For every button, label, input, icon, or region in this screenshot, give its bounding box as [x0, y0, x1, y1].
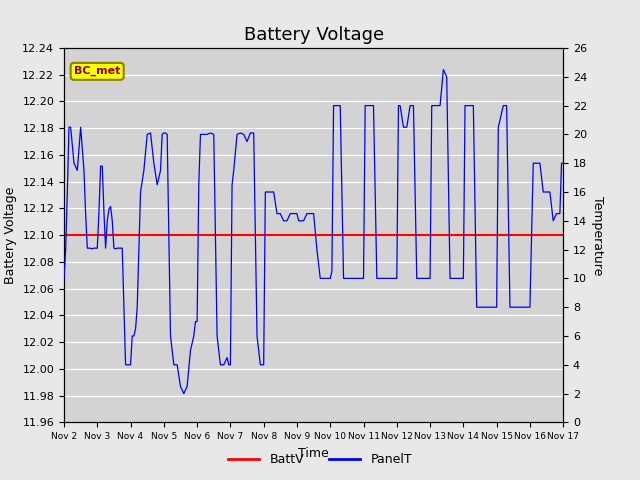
X-axis label: Time: Time	[298, 447, 329, 460]
Y-axis label: Battery Voltage: Battery Voltage	[4, 187, 17, 284]
Legend: BattV, PanelT: BattV, PanelT	[223, 448, 417, 471]
Title: Battery Voltage: Battery Voltage	[244, 25, 383, 44]
Y-axis label: Temperature: Temperature	[591, 195, 604, 275]
Text: BC_met: BC_met	[74, 66, 120, 76]
